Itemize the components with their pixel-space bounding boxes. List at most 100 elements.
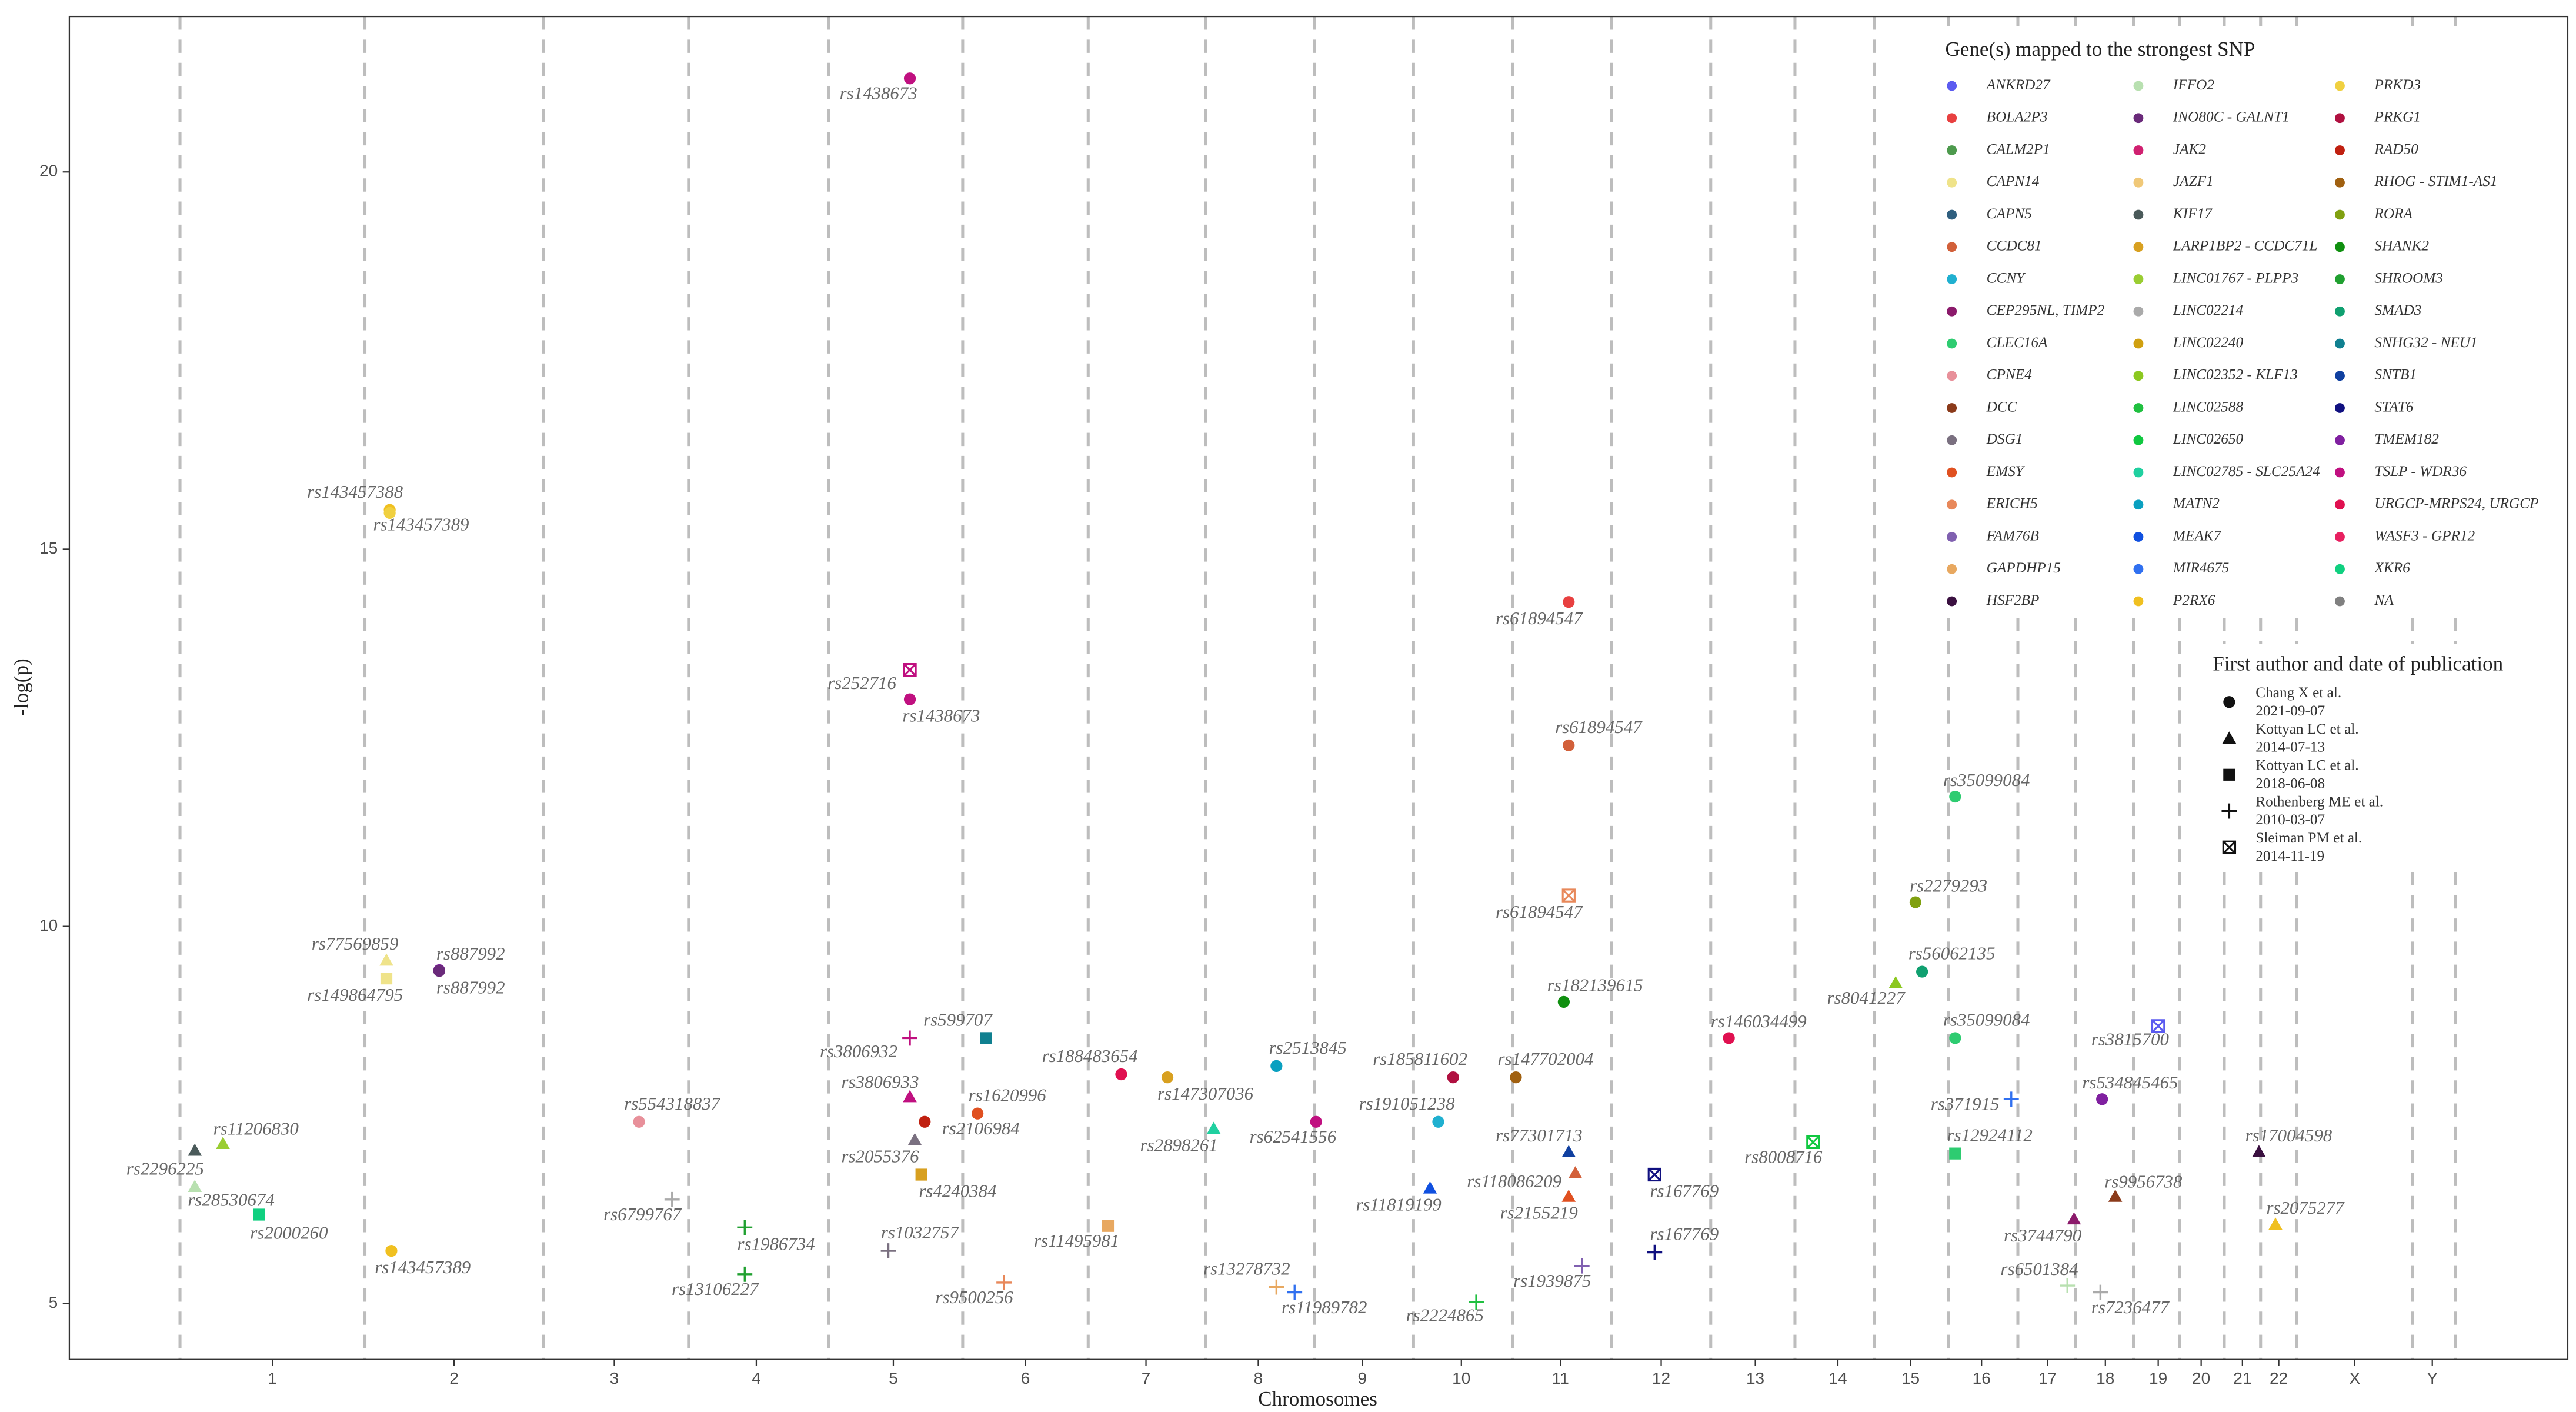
point-label: rs143457388 <box>307 481 403 502</box>
legend-label: JAZF1 <box>2173 173 2214 189</box>
legend-label: CCDC81 <box>1987 238 2042 254</box>
legend-label: CLEC16A <box>1987 334 2048 351</box>
legend-title: First author and date of publication <box>2213 652 2503 675</box>
point-label: rs11495981 <box>1034 1230 1119 1251</box>
point-label: rs1939875 <box>1513 1270 1591 1291</box>
legend-marker <box>2335 338 2345 349</box>
legend-label: URGCP-MRPS24, URGCP <box>2374 495 2538 512</box>
legend-marker <box>2133 467 2144 478</box>
data-point <box>664 1191 680 1207</box>
point-label: rs1438673 <box>902 705 980 726</box>
legend-label: SMAD3 <box>2374 302 2421 318</box>
x-tick-label: 21 <box>2233 1369 2251 1387</box>
legend-label: MATN2 <box>2173 495 2220 512</box>
data-point <box>2151 1019 2165 1033</box>
legend-label: SHROOM3 <box>2374 269 2442 286</box>
data-point <box>1949 790 1961 803</box>
point-label: rs252716 <box>827 672 896 693</box>
legend-marker <box>2335 274 2345 284</box>
legend-marker <box>2335 145 2345 155</box>
data-point <box>903 1090 917 1103</box>
data-point <box>380 973 393 985</box>
legend-marker <box>2133 532 2144 542</box>
legend-label: IFFO2 <box>2173 76 2214 93</box>
data-point <box>1949 1147 1961 1160</box>
data-point <box>737 1266 753 1282</box>
legend-label: KIF17 <box>2173 205 2213 222</box>
point-label: rs2279293 <box>1910 875 1987 895</box>
legend-label: Kottyan LC et al. <box>2255 757 2358 774</box>
legend-label: PRKG1 <box>2374 109 2421 125</box>
point-label: rs13106227 <box>672 1278 759 1299</box>
legend-marker <box>1947 532 1957 542</box>
legend-marker <box>2222 840 2237 854</box>
data-point <box>1115 1068 1127 1081</box>
x-tick-label: 5 <box>889 1369 898 1387</box>
legend-marker <box>2133 371 2144 381</box>
data-point <box>2067 1212 2081 1225</box>
data-point <box>903 693 916 705</box>
legend-label: SHANK2 <box>2374 238 2429 254</box>
point-label: rs2075277 <box>2266 1197 2345 1218</box>
data-point <box>1557 995 1570 1008</box>
point-label: rs185811602 <box>1373 1048 1467 1069</box>
legend-marker <box>2133 145 2144 155</box>
legend-label: RAD50 <box>2374 141 2418 157</box>
legend-marker <box>2223 696 2235 708</box>
legend-label: Chang X et al. <box>2255 684 2341 701</box>
y-tick-label: 5 <box>49 1293 58 1311</box>
legend-label: LARP1BP2 - CCDC71L <box>2173 238 2318 254</box>
data-point <box>1447 1071 1459 1084</box>
x-axis-label: Chromosomes <box>1258 1387 1377 1410</box>
legend-marker <box>2335 564 2345 574</box>
point-label: rs143457389 <box>375 1257 471 1277</box>
data-point <box>1574 1258 1590 1274</box>
point-label: rs167769 <box>1650 1224 1719 1244</box>
legend-label: 2010-03-07 <box>2255 811 2325 828</box>
data-point <box>1102 1220 1115 1232</box>
legend-background <box>2206 644 2553 869</box>
x-tick-label: 8 <box>1254 1369 1263 1387</box>
legend-label: ERICH5 <box>1986 495 2038 512</box>
legend-marker <box>1947 306 1957 317</box>
legend-marker <box>1947 564 1957 574</box>
legend-marker <box>2335 81 2345 91</box>
legend-label: WASF3 - GPR12 <box>2374 527 2475 544</box>
point-label: rs2106984 <box>942 1118 1020 1138</box>
data-point <box>915 1168 927 1181</box>
data-point <box>1888 976 1903 988</box>
data-point <box>907 1133 922 1145</box>
legend-label: Rothenberg ME et al. <box>2255 793 2383 810</box>
point-label: rs35099084 <box>1943 770 2030 790</box>
legend-marker <box>2133 596 2144 607</box>
point-label: rs1032757 <box>881 1222 960 1243</box>
point-label: rs147702004 <box>1498 1048 1594 1069</box>
data-point <box>1510 1071 1522 1084</box>
legend-label: 2014-11-19 <box>2255 848 2324 864</box>
legend-label: CCNY <box>1987 269 2027 286</box>
legend-label: INO80C - GALNT1 <box>2173 109 2290 125</box>
legend-label: LINC02588 <box>2173 398 2244 415</box>
legend-label: Sleiman PM et al. <box>2255 830 2362 846</box>
point-label: rs3744790 <box>2004 1225 2082 1246</box>
legend-label: CPNE4 <box>1987 367 2033 383</box>
legend-label: TMEM182 <box>2374 431 2439 447</box>
legend-label: BOLA2P3 <box>1987 109 2048 125</box>
x-tick-label: 2 <box>449 1369 459 1387</box>
legend-marker <box>2133 113 2144 124</box>
point-label: rs371915 <box>1931 1094 2000 1114</box>
data-point <box>1469 1294 1484 1310</box>
legend-marker <box>1947 338 1957 349</box>
data-point <box>972 1107 984 1120</box>
legend-label: EMSY <box>1986 463 2026 479</box>
data-point <box>903 72 916 85</box>
legend-label: ANKRD27 <box>1986 76 2051 93</box>
legend-marker <box>1947 467 1957 478</box>
data-point <box>1206 1121 1221 1134</box>
legend-label: JAK2 <box>2173 141 2206 157</box>
legend-marker <box>1947 274 1957 284</box>
legend-marker <box>2133 209 2144 220</box>
legend-label: MIR4675 <box>2173 560 2229 576</box>
legend-label: SNHG32 - NEU1 <box>2374 334 2477 351</box>
